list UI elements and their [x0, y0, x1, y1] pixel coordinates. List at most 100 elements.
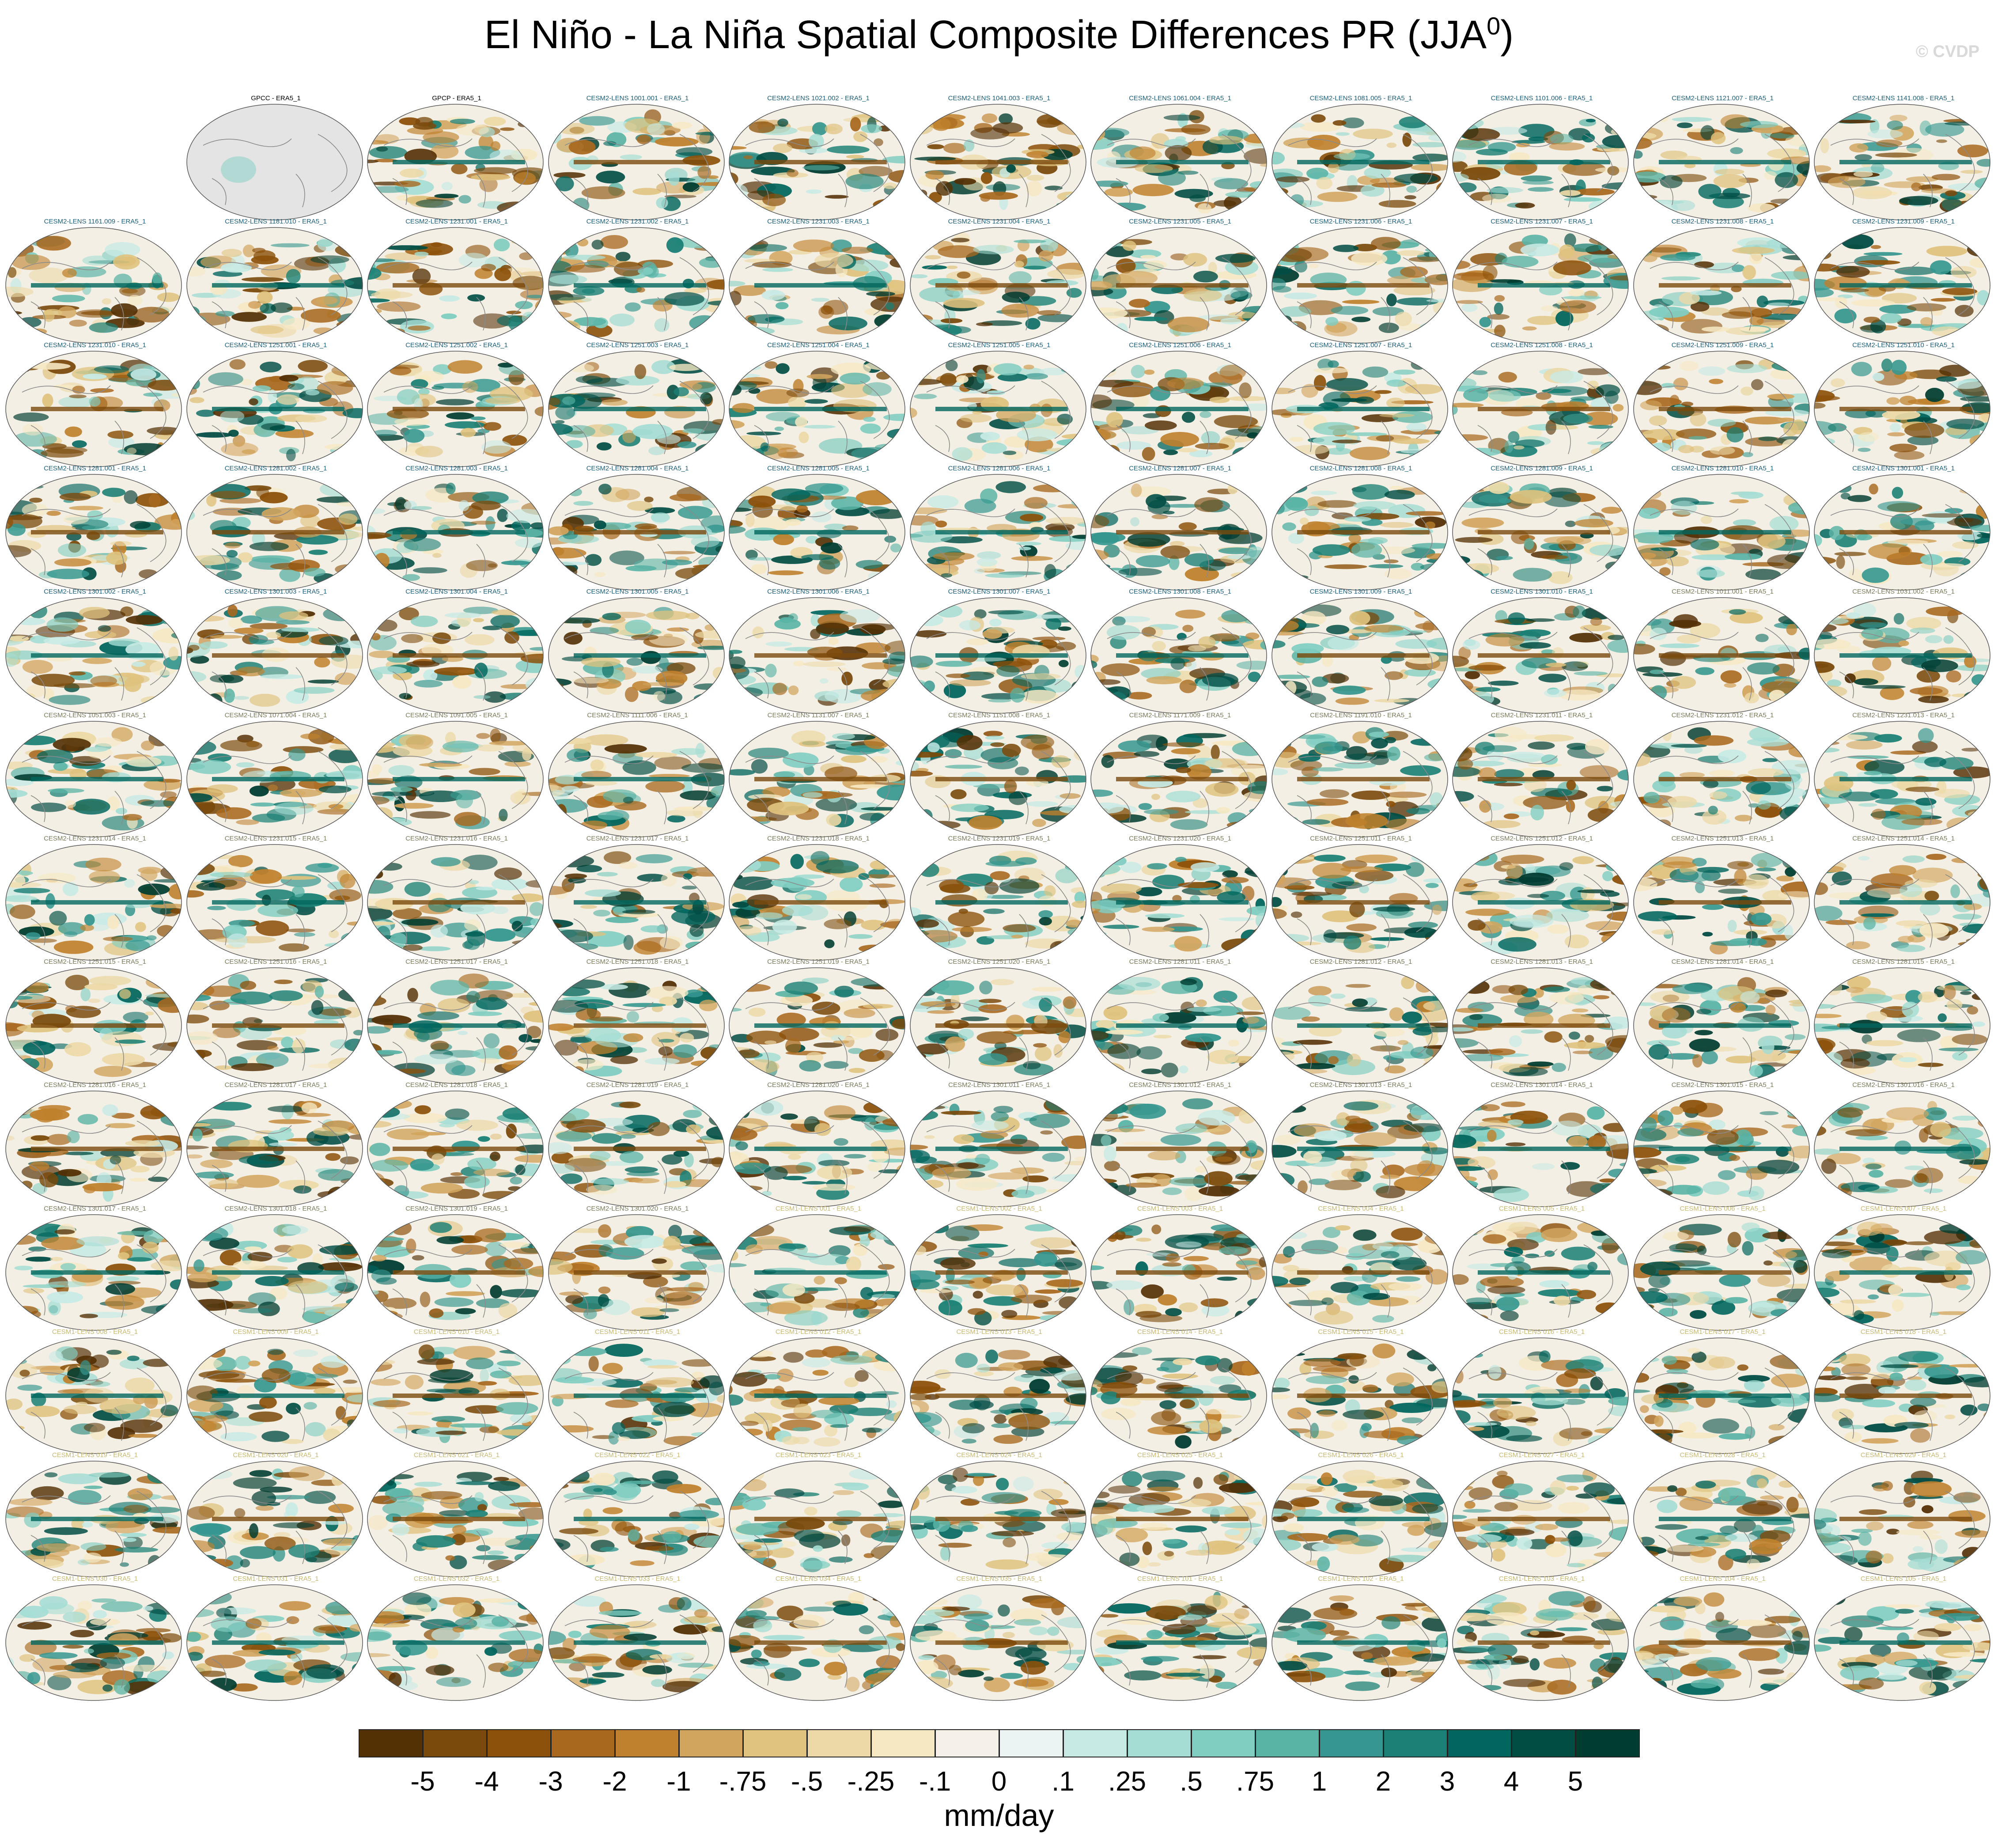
map-panel: CESM2-LENS 1281.001 - ERA5_1 — [4, 465, 185, 591]
global-map — [1271, 967, 1448, 1084]
title-superscript: 0 — [1487, 12, 1501, 40]
global-map — [1633, 1214, 1810, 1331]
panel-title: CESM2-LENS 1151.008 - ERA5_1 — [948, 711, 1050, 719]
global-map — [367, 1584, 544, 1701]
panel-title: CESM2-LENS 1281.017 - ERA5_1 — [224, 1081, 327, 1089]
map-panel: GPCP - ERA5_1 — [366, 95, 547, 220]
global-map — [1452, 474, 1629, 591]
global-map — [1814, 1214, 1990, 1331]
panel-title: CESM2-LENS 1231.001 - ERA5_1 — [405, 218, 508, 226]
map-panel: CESM1-LENS 007 - ERA5_1 — [1813, 1205, 1994, 1331]
global-map — [367, 1461, 544, 1578]
panel-title: CESM2-LENS 1231.011 - ERA5_1 — [1491, 711, 1593, 719]
map-panel: CESM1-LENS 003 - ERA5_1 — [1090, 1205, 1271, 1331]
panel-title: CESM2-LENS 1231.012 - ERA5_1 — [1671, 711, 1774, 719]
map-panel: CESM2-LENS 1251.003 - ERA5_1 — [547, 341, 728, 467]
global-map — [1090, 474, 1267, 591]
panel-title: CESM2-LENS 1301.007 - ERA5_1 — [948, 588, 1051, 596]
map-panel: CESM2-LENS 1231.002 - ERA5_1 — [547, 218, 728, 344]
map-panel: CESM2-LENS 1281.019 - ERA5_1 — [547, 1081, 728, 1208]
panel-title: CESM2-LENS 1281.012 - ERA5_1 — [1309, 958, 1412, 966]
map-panel: CESM2-LENS 1301.001 - ERA5_1 — [1813, 465, 1994, 591]
map-panel: CESM2-LENS 1041.003 - ERA5_1 — [909, 95, 1090, 220]
panel-title: CESM2-LENS 1251.017 - ERA5_1 — [405, 958, 508, 966]
panel-title: CESM2-LENS 1181.010 - ERA5_1 — [225, 218, 327, 226]
map-panel: CESM2-LENS 1301.005 - ERA5_1 — [547, 588, 728, 714]
panel-title: CESM2-LENS 1281.006 - ERA5_1 — [948, 464, 1051, 472]
global-map — [1090, 227, 1267, 344]
global-map — [1452, 1337, 1629, 1454]
panel-title: CESM2-LENS 1231.006 - ERA5_1 — [1309, 218, 1412, 226]
global-map — [1090, 1584, 1267, 1701]
colorbar-tick-label: -1 — [666, 1766, 691, 1797]
map-panel: CESM2-LENS 1281.005 - ERA5_1 — [728, 465, 909, 591]
global-map — [1814, 1584, 1990, 1701]
global-map — [548, 967, 725, 1084]
panel-title: CESM1-LENS 017 - ERA5_1 — [1680, 1328, 1766, 1336]
panel-title: GPCP - ERA5_1 — [432, 95, 481, 102]
colorbar-tick-label: 0 — [991, 1766, 1007, 1797]
global-map — [1452, 844, 1629, 961]
map-panel: CESM2-LENS 1231.011 - ERA5_1 — [1451, 711, 1632, 837]
map-panel: CESM2-LENS 1281.003 - ERA5_1 — [366, 465, 547, 591]
map-panel: CESM2-LENS 1301.011 - ERA5_1 — [909, 1081, 1090, 1208]
map-panel: CESM2-LENS 1231.018 - ERA5_1 — [728, 835, 909, 961]
colorbar-tick-label: -2 — [602, 1766, 627, 1797]
global-map — [909, 474, 1086, 591]
global-map — [729, 720, 905, 837]
panel-title: CESM2-LENS 1231.015 - ERA5_1 — [224, 834, 327, 842]
global-map — [1814, 104, 1990, 220]
colorbar-box — [743, 1729, 807, 1757]
panel-title: CESM2-LENS 1301.008 - ERA5_1 — [1129, 588, 1231, 596]
map-panel: CESM1-LENS 030 - ERA5_1 — [4, 1575, 185, 1701]
map-panel: CESM1-LENS 018 - ERA5_1 — [1813, 1328, 1994, 1454]
map-panel: CESM2-LENS 1281.004 - ERA5_1 — [547, 465, 728, 591]
map-panel: CESM2-LENS 1301.006 - ERA5_1 — [728, 588, 909, 714]
global-map — [1814, 227, 1990, 344]
map-panel: CESM2-LENS 1051.003 - ERA5_1 — [4, 712, 185, 837]
map-panel: CESM1-LENS 104 - ERA5_1 — [1632, 1575, 1813, 1701]
map-panel: CESM2-LENS 1011.001 - ERA5_1 — [1632, 588, 1813, 714]
colorbar-tick-label: -4 — [474, 1766, 499, 1797]
panel-title: CESM2-LENS 1281.020 - ERA5_1 — [767, 1081, 870, 1089]
map-panel: CESM2-LENS 1031.002 - ERA5_1 — [1813, 588, 1994, 714]
global-map — [5, 474, 182, 591]
panel-title: CESM2-LENS 1231.009 - ERA5_1 — [1852, 218, 1955, 226]
panel-title: CESM2-LENS 1101.006 - ERA5_1 — [1491, 95, 1593, 102]
map-panel: CESM1-LENS 015 - ERA5_1 — [1271, 1328, 1452, 1454]
panel-title: CESM2-LENS 1251.004 - ERA5_1 — [767, 341, 870, 349]
global-map — [1814, 967, 1990, 1084]
colorbar-box — [1575, 1729, 1640, 1757]
panel-title: CESM2-LENS 1231.004 - ERA5_1 — [948, 218, 1051, 226]
colorbar-box — [1383, 1729, 1448, 1757]
global-map — [1271, 1091, 1448, 1208]
map-panel: CESM2-LENS 1281.018 - ERA5_1 — [366, 1081, 547, 1208]
map-panel: CESM2-LENS 1231.013 - ERA5_1 — [1813, 711, 1994, 837]
panel-title: CESM2-LENS 1251.012 - ERA5_1 — [1491, 834, 1593, 842]
panel-title: CESM2-LENS 1041.003 - ERA5_1 — [948, 95, 1051, 102]
global-map — [909, 350, 1086, 467]
global-map — [548, 720, 725, 837]
map-panel: CESM2-LENS 1231.020 - ERA5_1 — [1090, 835, 1271, 961]
global-map — [1090, 1091, 1267, 1208]
panel-title: CESM2-LENS 1251.005 - ERA5_1 — [948, 341, 1051, 349]
title-close: ) — [1500, 13, 1514, 57]
global-map — [548, 597, 725, 714]
global-map — [1271, 597, 1448, 714]
global-map — [548, 104, 725, 220]
global-map — [909, 1584, 1086, 1701]
global-map — [1271, 350, 1448, 467]
panel-title: CESM2-LENS 1251.016 - ERA5_1 — [224, 958, 327, 966]
panel-title: CESM2-LENS 1231.013 - ERA5_1 — [1852, 711, 1955, 719]
panel-title: CESM1-LENS 009 - ERA5_1 — [233, 1328, 319, 1336]
global-map — [1271, 844, 1448, 961]
panel-title: CESM2-LENS 1171.009 - ERA5_1 — [1129, 711, 1231, 719]
panel-title: CESM1-LENS 015 - ERA5_1 — [1318, 1328, 1404, 1336]
colorbar-tick-label: 2 — [1375, 1766, 1391, 1797]
global-map — [909, 104, 1086, 220]
global-map — [548, 1337, 725, 1454]
panel-title: CESM1-LENS 028 - ERA5_1 — [1680, 1451, 1766, 1459]
panel-title: CESM2-LENS 1011.001 - ERA5_1 — [1672, 588, 1774, 596]
global-map — [548, 1091, 725, 1208]
colorbar-tick-label: .1 — [1052, 1766, 1075, 1797]
